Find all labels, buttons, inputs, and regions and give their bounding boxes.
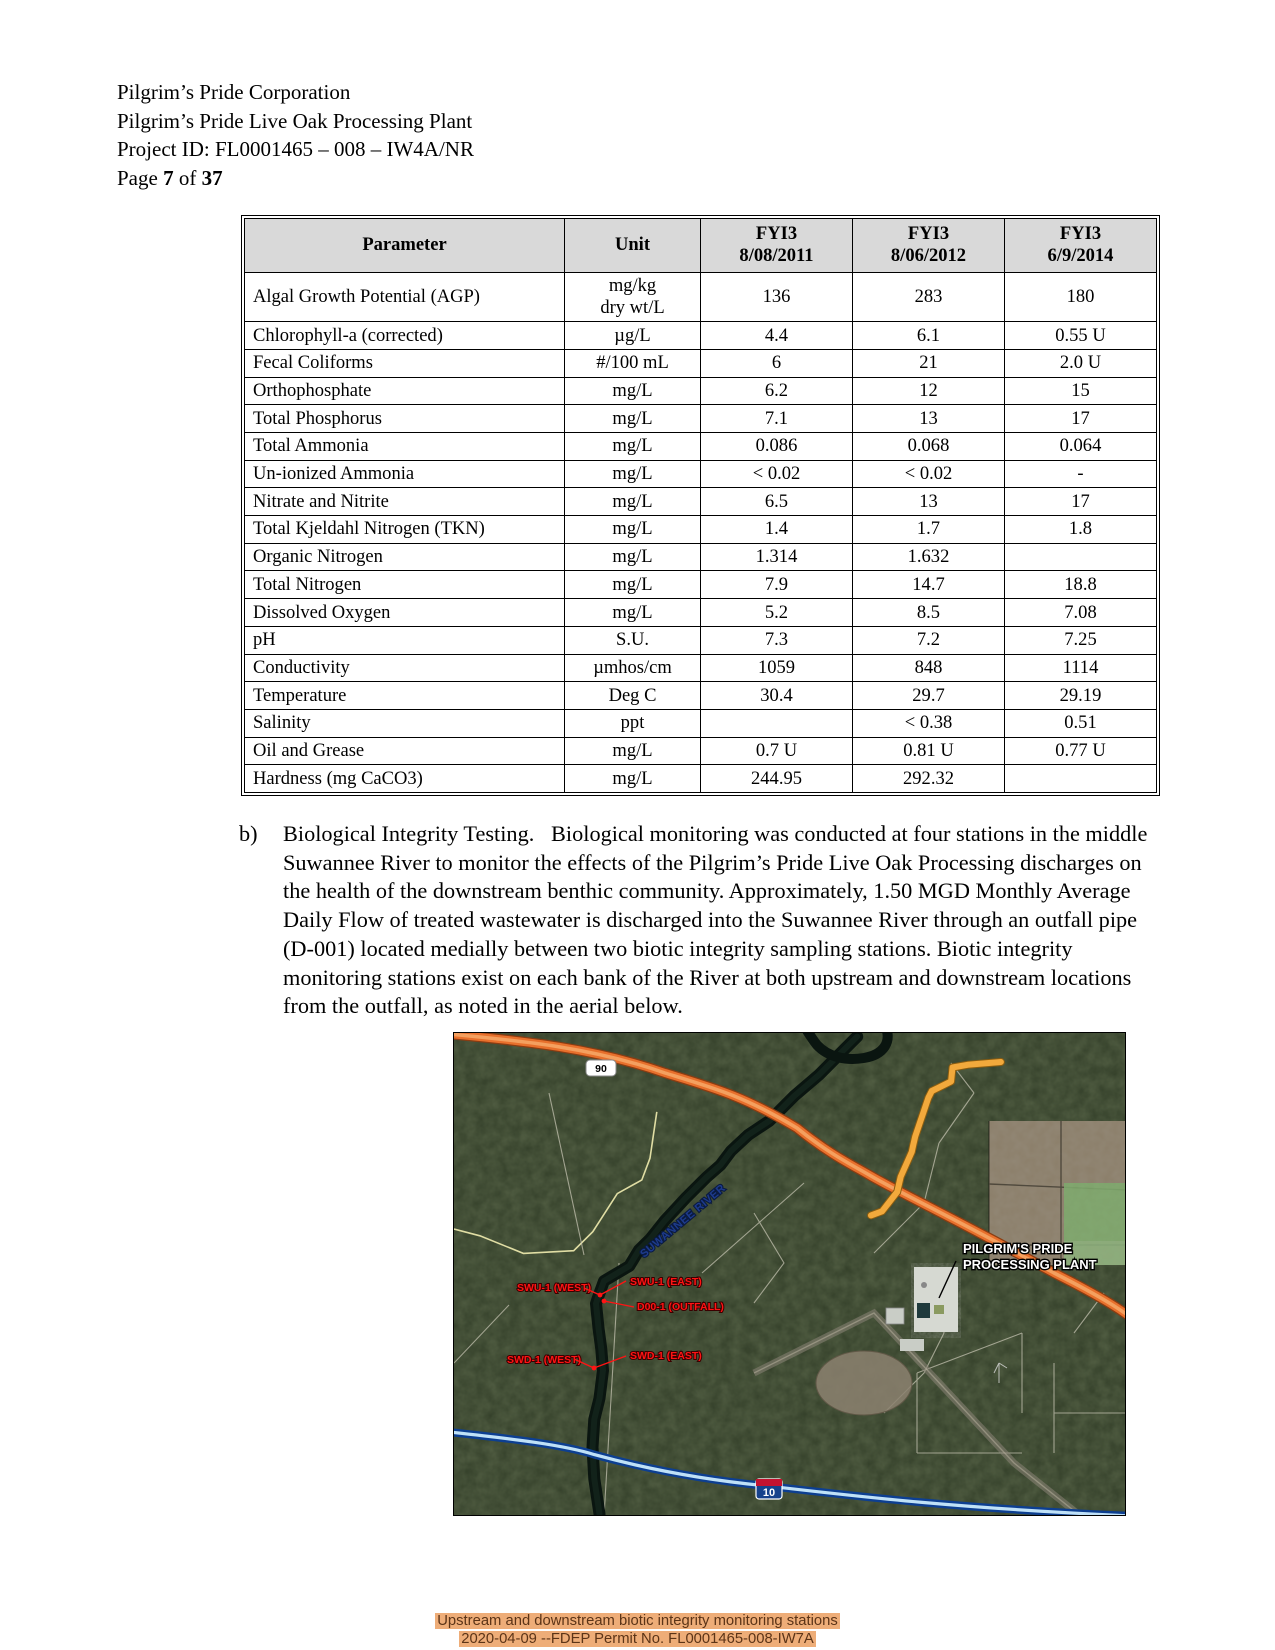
svg-text:SWD-1 (EAST): SWD-1 (EAST) bbox=[630, 1350, 702, 1362]
svg-text:PILGRIM'S PRIDE: PILGRIM'S PRIDE bbox=[963, 1241, 1073, 1256]
svg-text:SWU-1 (WEST): SWU-1 (WEST) bbox=[517, 1282, 591, 1294]
svg-text:SWU-1 (EAST): SWU-1 (EAST) bbox=[630, 1276, 702, 1288]
svg-text:D00-1 (OUTFALL): D00-1 (OUTFALL) bbox=[637, 1301, 724, 1313]
svg-text:SWD-1 (WEST): SWD-1 (WEST) bbox=[507, 1354, 581, 1366]
svg-text:PROCESSING PLANT: PROCESSING PLANT bbox=[963, 1257, 1097, 1272]
svg-text:90: 90 bbox=[595, 1063, 607, 1075]
svg-text:10: 10 bbox=[763, 1487, 775, 1499]
